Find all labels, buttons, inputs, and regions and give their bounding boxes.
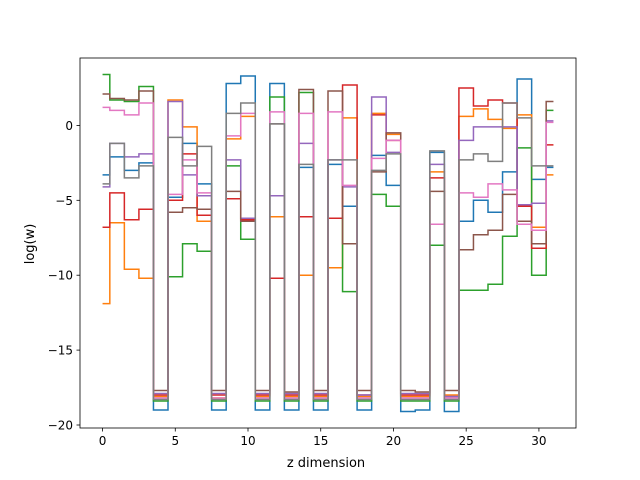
y-tick-label: −15 [48, 344, 73, 358]
x-axis-label: z dimension [287, 456, 365, 471]
series-layer [102, 73, 554, 413]
plot-area [102, 73, 554, 413]
y-axis-ticks: −20 −15 −10 −5 0 [48, 119, 80, 433]
series-line-8 [102, 102, 554, 401]
x-tick-label: 5 [171, 434, 179, 448]
y-tick-label: 0 [65, 119, 73, 133]
x-tick-label: 25 [459, 434, 474, 448]
x-tick-label: 15 [313, 434, 328, 448]
x-tick-label: 20 [386, 434, 401, 448]
y-tick-label: −5 [55, 194, 73, 208]
x-axis-ticks: 0 5 10 15 20 25 30 [99, 428, 547, 448]
axes-layer: 0 5 10 15 20 25 30 −20 −15 −10 −5 0 [48, 57, 577, 448]
x-tick-label: 10 [240, 434, 255, 448]
axes-frame [79, 57, 577, 429]
series-line-3 [102, 73, 554, 402]
y-axis-label: log(w) [23, 224, 38, 265]
y-tick-label: −10 [48, 269, 73, 283]
x-tick-label: 0 [99, 434, 107, 448]
y-tick-label: −20 [48, 419, 73, 433]
x-tick-label: 30 [531, 434, 546, 448]
